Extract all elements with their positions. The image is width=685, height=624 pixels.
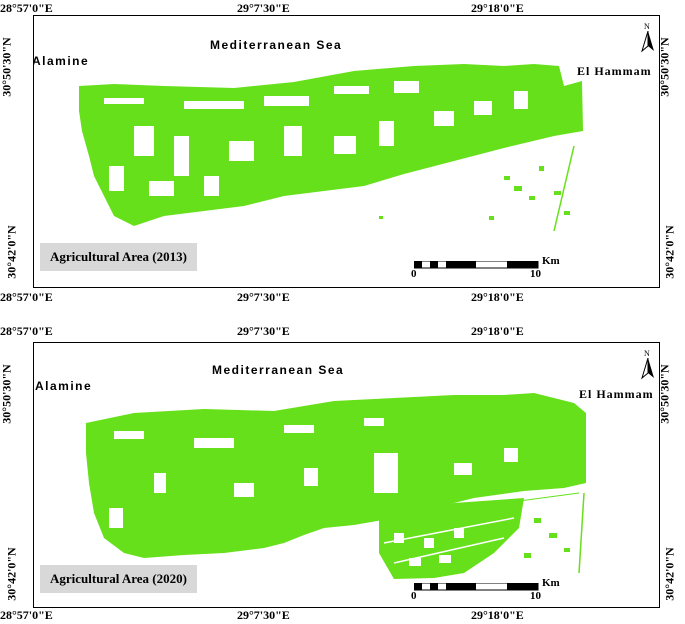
north-arrow-icon: N bbox=[640, 349, 656, 380]
scale-tick-10: 10 bbox=[530, 268, 541, 280]
lon-label-top-1: 28°57'0"E bbox=[0, 1, 53, 15]
scale-unit: Km bbox=[542, 255, 560, 267]
map-title-box: Agricultural Area (2013) bbox=[40, 243, 197, 271]
map-title-box: Agricultural Area (2020) bbox=[40, 565, 197, 593]
lon-label-bottom-3: 29°18'0"E bbox=[471, 608, 524, 622]
scale-bar: Km 0 10 bbox=[411, 577, 560, 602]
west-town-label: Alamine bbox=[33, 54, 90, 68]
agricultural-area-map bbox=[79, 64, 583, 232]
lon-label-bottom-1: 28°57'0"E bbox=[0, 608, 53, 622]
scale-tick-10: 10 bbox=[530, 590, 541, 602]
lat-label-left-2: 30°42'0"N bbox=[4, 225, 19, 279]
scale-bar: Km 0 10 bbox=[411, 255, 560, 280]
lat-label-right-2: 30°42'0"N bbox=[662, 225, 677, 279]
map-frame: Mediterranean Sea Alamine El Hammam N Ag… bbox=[33, 342, 660, 608]
agricultural-area-map bbox=[86, 393, 586, 579]
map-panel-2020: 28°57'0"E 29°7'30"E 29°18'0"E 28°57'0"E … bbox=[0, 312, 685, 624]
lat-label-left-2: 30°42'0"N bbox=[4, 547, 19, 601]
north-arrow-icon: N bbox=[640, 22, 656, 53]
scale-tick-0: 0 bbox=[411, 590, 417, 602]
map-frame: Mediterranean Sea Alamine El Hammam N Ag… bbox=[33, 15, 660, 288]
lon-label-top-3: 29°18'0"E bbox=[471, 1, 524, 15]
lon-label-bottom-2: 29°7'30"E bbox=[237, 290, 290, 304]
lon-label-bottom-2: 29°7'30"E bbox=[237, 608, 290, 622]
lat-label-right-2: 30°42'0"N bbox=[662, 547, 677, 601]
lon-label-top-1: 28°57'0"E bbox=[0, 324, 53, 338]
lat-label-left-1: 30°50'30"N bbox=[0, 37, 14, 97]
sea-label: Mediterranean Sea bbox=[212, 363, 345, 377]
east-town-label: El Hammam bbox=[579, 387, 654, 401]
north-label: N bbox=[644, 22, 650, 31]
east-town-label: El Hammam bbox=[577, 64, 652, 78]
lon-label-top-2: 29°7'30"E bbox=[237, 324, 290, 338]
map-panel-2013: 28°57'0"E 29°7'30"E 29°18'0"E 28°57'0"E … bbox=[0, 1, 677, 304]
lat-label-left-1: 30°50'30"N bbox=[0, 364, 14, 424]
north-label: N bbox=[644, 349, 650, 358]
sea-label: Mediterranean Sea bbox=[210, 38, 343, 52]
west-town-label: Alamine bbox=[35, 379, 93, 393]
lon-label-bottom-3: 29°18'0"E bbox=[471, 290, 524, 304]
lon-label-top-2: 29°7'30"E bbox=[237, 1, 290, 15]
lon-label-top-3: 29°18'0"E bbox=[471, 324, 524, 338]
lon-label-bottom-1: 28°57'0"E bbox=[0, 290, 53, 304]
scale-unit: Km bbox=[542, 577, 560, 589]
scale-tick-0: 0 bbox=[411, 268, 417, 280]
